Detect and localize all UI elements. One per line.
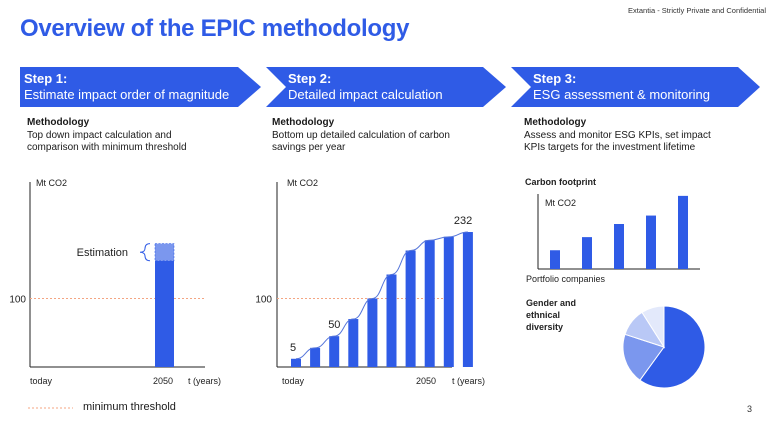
confidentiality-note: Extantia - Strictly Private and Confiden… (628, 6, 766, 15)
chart-4-title-line: ethnical (526, 310, 560, 320)
methodology-heading: Methodology (524, 117, 587, 128)
page-number: 3 (746, 404, 752, 414)
chart-3-bar (678, 195, 688, 269)
chart-2-bar (424, 240, 435, 367)
chart-2-bar (405, 250, 416, 367)
chart-3-bar (646, 215, 656, 269)
chart-2-xlabel: t (years) (452, 376, 485, 386)
chart-2-x-start: today (282, 376, 305, 386)
chart-3: Carbon footprint Mt CO2 Portfolio compan… (525, 177, 700, 284)
chart-2-data-label: 5 (290, 342, 296, 354)
step-3-banner: Step 3: ESG assessment & monitoring (511, 67, 760, 107)
methodology-line: Assess and monitor ESG KPIs, set impact (524, 129, 711, 141)
methodology-line: Top down impact calculation and (27, 129, 172, 141)
step-3-number: Step 3: (533, 71, 577, 86)
chart-4-title-line: diversity (526, 322, 563, 332)
methodology-heading: Methodology (272, 117, 335, 128)
step-3-chevron (511, 67, 760, 107)
chart-4-slice (641, 305, 665, 349)
methodology-line: KPIs targets for the investment lifetime (524, 142, 696, 153)
chart-1-ylabel: Mt CO2 (36, 178, 67, 188)
step-2-number: Step 2: (288, 71, 332, 86)
chart-1-x-start: today (30, 376, 53, 386)
chart-1: Mt CO2 100 Estimation today 2050 t (year… (9, 178, 221, 386)
step-1-chevron (20, 67, 261, 107)
chart-3-bar (582, 237, 592, 269)
step-3-methodology: Methodology Assess and monitor ESG KPIs,… (524, 117, 711, 155)
chart-3-bar (550, 250, 560, 269)
chart-2: Mt CO2 100 5 50 232 today 2050 t (years) (255, 178, 485, 386)
chart-2-bar (443, 236, 454, 367)
chart-2-trend-curve (295, 231, 468, 360)
methodology-line: comparison with minimum threshold (27, 142, 187, 153)
chart-2-bar (367, 298, 378, 367)
chart-2-bar (291, 358, 301, 367)
chart-3-xlabel: Portfolio companies (526, 274, 606, 284)
chart-1-bar-2050 (155, 260, 174, 367)
chart-3-ylabel: Mt CO2 (545, 198, 576, 208)
chart-2-data-label: 50 (328, 319, 340, 331)
chart-3-title: Carbon footprint (525, 177, 596, 187)
page-title: Overview of the EPIC methodology (20, 15, 410, 42)
chart-1-brace-icon (139, 243, 151, 262)
chart-4-slice (639, 305, 706, 389)
chart-4: Gender and ethnical diversity (526, 298, 706, 389)
chart-2-x-end: 2050 (416, 376, 436, 386)
step-2-methodology: Methodology Bottom up detailed calculati… (272, 117, 450, 155)
chart-1-xlabel: t (years) (188, 376, 221, 386)
methodology-line: Bottom up detailed calculation of carbon (272, 129, 450, 141)
step-2-banner: Step 2: Detailed impact calculation (266, 67, 506, 107)
chart-4-title-line: Gender and (526, 298, 576, 308)
chart-2-bar (462, 232, 473, 367)
chart-2-ylabel: Mt CO2 (287, 178, 318, 188)
methodology-heading: Methodology (27, 117, 90, 128)
legend-threshold-label: minimum threshold (83, 401, 176, 413)
chart-1-estimation-bar (154, 243, 175, 262)
methodology-line: savings per year (272, 142, 346, 153)
chart-3-bar (614, 224, 624, 269)
step-1-methodology: Methodology Top down impact calculation … (27, 117, 187, 155)
chart-2-threshold-label: 100 (255, 294, 272, 305)
chart-2-data-label: 232 (454, 215, 472, 227)
chart-1-estimation-annotation: Estimation (77, 247, 128, 259)
chart-1-x-end: 2050 (153, 376, 173, 386)
legend-threshold-swatch (28, 407, 73, 409)
step-1-banner: Step 1: Estimate impact order of magnitu… (20, 67, 261, 107)
step-1-label: Estimate impact order of magnitude (24, 87, 230, 102)
step-1-number: Step 1: (24, 71, 68, 86)
step-2-chevron (266, 67, 506, 107)
step-3-label: ESG assessment & monitoring (533, 87, 711, 102)
chart-2-bar (329, 336, 340, 367)
chart-2-bar (386, 274, 397, 367)
chart-2-bar (310, 347, 321, 367)
chart-2-bar (348, 319, 359, 367)
chart-1-threshold-label: 100 (9, 294, 26, 305)
step-2-label: Detailed impact calculation (288, 87, 443, 102)
chart-4-slice (622, 333, 665, 381)
